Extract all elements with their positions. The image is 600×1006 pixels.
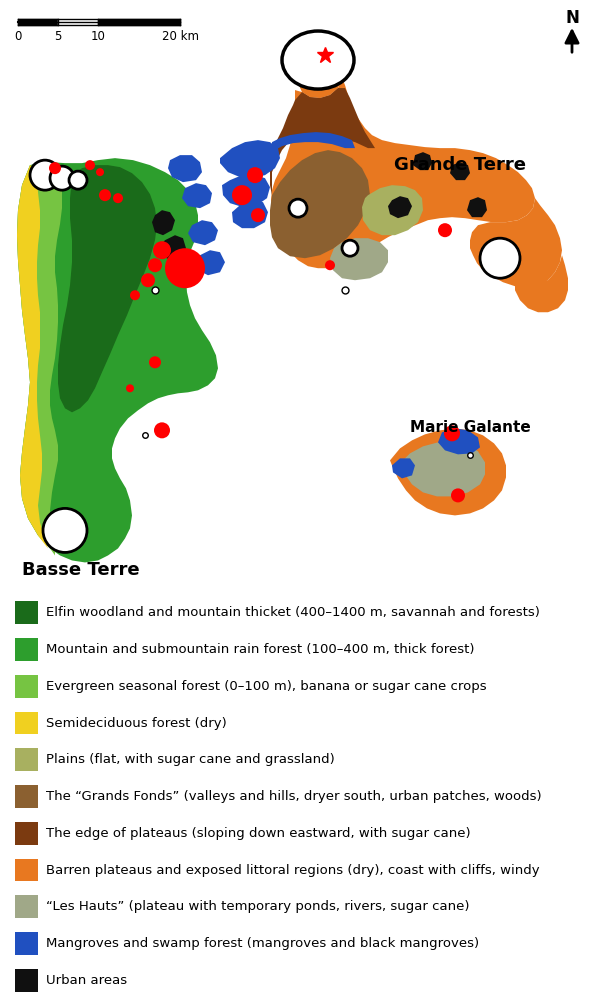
- Polygon shape: [17, 158, 218, 562]
- Circle shape: [85, 160, 95, 170]
- Text: Elfin woodland and mountain thicket (400–1400 m, savannah and forests): Elfin woodland and mountain thicket (400…: [46, 607, 539, 620]
- Polygon shape: [298, 62, 342, 98]
- Polygon shape: [270, 89, 375, 195]
- Circle shape: [251, 208, 265, 222]
- Circle shape: [69, 171, 87, 189]
- Polygon shape: [270, 150, 370, 259]
- Circle shape: [451, 488, 465, 502]
- Circle shape: [438, 223, 452, 237]
- Text: Plains (flat, with sugar cane and grassland): Plains (flat, with sugar cane and grassl…: [46, 753, 334, 767]
- Text: Marie Galante: Marie Galante: [410, 421, 530, 436]
- Circle shape: [289, 199, 307, 217]
- Text: Grande Terre: Grande Terre: [394, 156, 526, 174]
- Polygon shape: [58, 165, 157, 412]
- Bar: [15, 602, 38, 625]
- Polygon shape: [152, 210, 175, 235]
- Polygon shape: [168, 155, 202, 182]
- Polygon shape: [196, 250, 225, 276]
- Text: Semideciduous forest (dry): Semideciduous forest (dry): [46, 716, 226, 729]
- Circle shape: [49, 162, 61, 174]
- Polygon shape: [362, 185, 423, 235]
- Text: 5: 5: [55, 30, 62, 43]
- Bar: [15, 748, 38, 772]
- Polygon shape: [182, 183, 212, 208]
- Polygon shape: [272, 132, 355, 150]
- Circle shape: [232, 185, 252, 205]
- Polygon shape: [470, 198, 562, 288]
- Circle shape: [325, 261, 335, 271]
- Text: The “Grands Fonds” (valleys and hills, dryer south, urban patches, woods): The “Grands Fonds” (valleys and hills, d…: [46, 790, 541, 803]
- Bar: [15, 895, 38, 918]
- Polygon shape: [400, 442, 485, 496]
- Text: “Les Hauts” (plateau with temporary ponds, rivers, sugar cane): “Les Hauts” (plateau with temporary pond…: [46, 900, 469, 913]
- Circle shape: [149, 356, 161, 368]
- Polygon shape: [232, 200, 268, 228]
- Bar: [15, 638, 38, 661]
- Polygon shape: [450, 162, 470, 180]
- Text: N: N: [565, 9, 579, 27]
- Bar: [15, 675, 38, 698]
- Polygon shape: [271, 78, 535, 269]
- Circle shape: [480, 238, 520, 279]
- Bar: [15, 933, 38, 955]
- Text: 20 km: 20 km: [161, 30, 199, 43]
- Circle shape: [154, 423, 170, 439]
- Circle shape: [113, 193, 123, 203]
- Polygon shape: [17, 165, 48, 548]
- Polygon shape: [467, 197, 487, 217]
- Polygon shape: [392, 459, 415, 479]
- Polygon shape: [17, 165, 62, 555]
- Circle shape: [444, 426, 460, 442]
- Bar: [15, 711, 38, 734]
- Polygon shape: [220, 140, 280, 178]
- Polygon shape: [188, 220, 218, 245]
- Text: The edge of plateaus (sloping down eastward, with sugar cane): The edge of plateaus (sloping down eastw…: [46, 827, 470, 840]
- Circle shape: [43, 508, 87, 552]
- Polygon shape: [438, 429, 480, 455]
- Polygon shape: [330, 238, 388, 281]
- Circle shape: [153, 241, 171, 260]
- Bar: [15, 786, 38, 808]
- Circle shape: [148, 259, 162, 273]
- Bar: [15, 969, 38, 992]
- Polygon shape: [413, 152, 432, 170]
- Circle shape: [130, 290, 140, 300]
- Polygon shape: [388, 196, 412, 218]
- Circle shape: [126, 384, 134, 392]
- Text: Mountain and submountain rain forest (100–400 m, thick forest): Mountain and submountain rain forest (10…: [46, 643, 474, 656]
- Text: Evergreen seasonal forest (0–100 m), banana or sugar cane crops: Evergreen seasonal forest (0–100 m), ban…: [46, 680, 486, 693]
- Circle shape: [342, 240, 358, 257]
- Ellipse shape: [282, 31, 354, 90]
- Bar: [15, 859, 38, 881]
- Circle shape: [165, 248, 205, 289]
- Circle shape: [30, 160, 60, 190]
- Polygon shape: [222, 175, 270, 207]
- Text: Barren plateaus and exposed littoral regions (dry), coast with cliffs, windy: Barren plateaus and exposed littoral reg…: [46, 863, 539, 876]
- Circle shape: [247, 167, 263, 183]
- Circle shape: [50, 166, 74, 190]
- Polygon shape: [160, 235, 186, 261]
- Text: Basse Terre: Basse Terre: [22, 561, 140, 579]
- Circle shape: [141, 274, 155, 288]
- Text: Urban areas: Urban areas: [46, 974, 127, 987]
- Circle shape: [96, 168, 104, 176]
- Circle shape: [99, 189, 111, 201]
- Text: 10: 10: [91, 30, 106, 43]
- Text: 0: 0: [14, 30, 22, 43]
- Bar: [15, 822, 38, 845]
- Text: Mangroves and swamp forest (mangroves and black mangroves): Mangroves and swamp forest (mangroves an…: [46, 937, 479, 950]
- Polygon shape: [515, 256, 568, 312]
- Polygon shape: [390, 429, 506, 515]
